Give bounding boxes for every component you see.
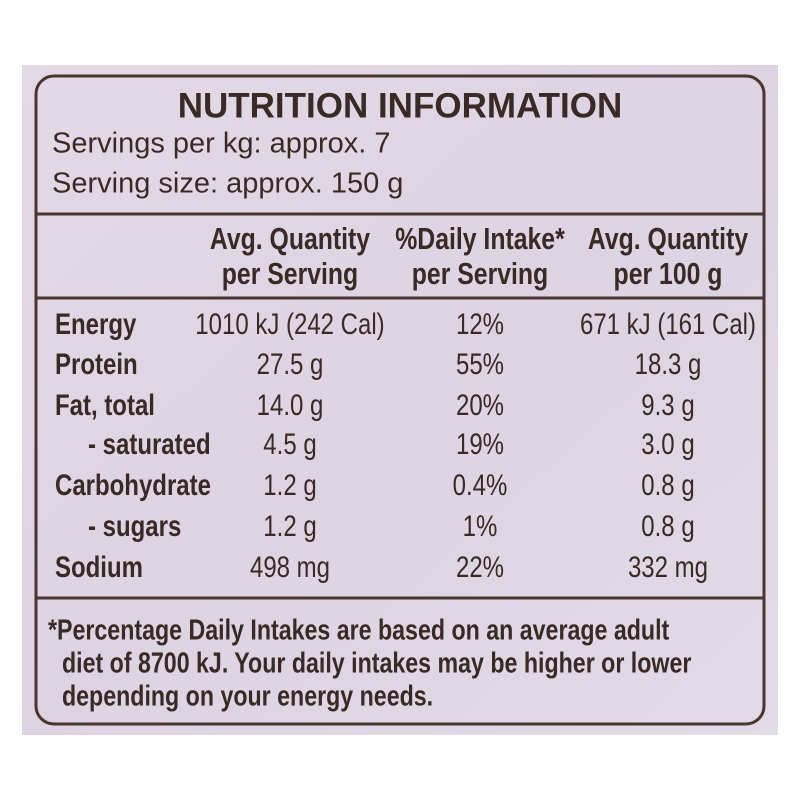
nutrient-value: 671 kJ (161 Cal) [580,306,756,340]
nutrient-value: 4.5 g [263,426,316,460]
footnote: depending on your energy needs. [62,679,433,712]
nutrient-value: 27.5 g [257,346,324,380]
nutrient-value: 0.8 g [641,467,694,501]
title: NUTRITION INFORMATION [178,86,623,125]
nutrient-value: 22% [456,549,504,583]
nutrient-value: 498 mg [250,549,330,583]
label-border [34,74,766,726]
nutrient-value: 55% [456,346,504,380]
nutrient-value: 0.8 g [641,508,694,542]
column-header: Avg. Quantity [210,222,371,256]
nutrient-name: Energy [55,306,136,340]
label-background [22,65,778,735]
nutrient-name: Protein [55,346,138,380]
nutrient-name: Sodium [55,549,143,583]
nutrient-value: 1010 kJ (242 Cal) [195,306,384,340]
nutrient-value: 12% [456,306,504,340]
nutrient-value: 19% [456,426,504,460]
nutrient-value: 20% [456,387,504,421]
nutrient-value: 1.2 g [263,508,316,542]
nutrient-value: 1% [463,508,498,542]
nutrient-name: Carbohydrate [55,467,211,501]
column-header: per Serving [412,257,548,291]
nutrient-name: Fat, total [55,387,155,421]
footnote: *Percentage Daily Intakes are based on a… [48,613,669,646]
column-header: per 100 g [614,257,723,291]
column-header: %Daily Intake* [395,222,565,256]
column-header: Avg. Quantity [588,222,749,256]
nutrient-name: - saturated [88,426,211,460]
serving-size: Serving size: approx. 150 g [52,168,403,200]
nutrient-value: 9.3 g [641,387,694,421]
nutrient-value: 332 mg [628,549,708,583]
footnote: diet of 8700 kJ. Your daily intakes may … [62,646,691,679]
column-header: per Serving [222,257,358,291]
nutrient-value: 14.0 g [257,387,324,421]
nutrient-value: 0.4% [453,467,508,501]
nutrient-value: 1.2 g [263,467,316,501]
nutrient-name: - sugars [88,508,181,542]
nutrient-value: 18.3 g [635,346,702,380]
nutrient-value: 3.0 g [641,426,694,460]
servings: Servings per kg: approx. 7 [52,128,391,160]
